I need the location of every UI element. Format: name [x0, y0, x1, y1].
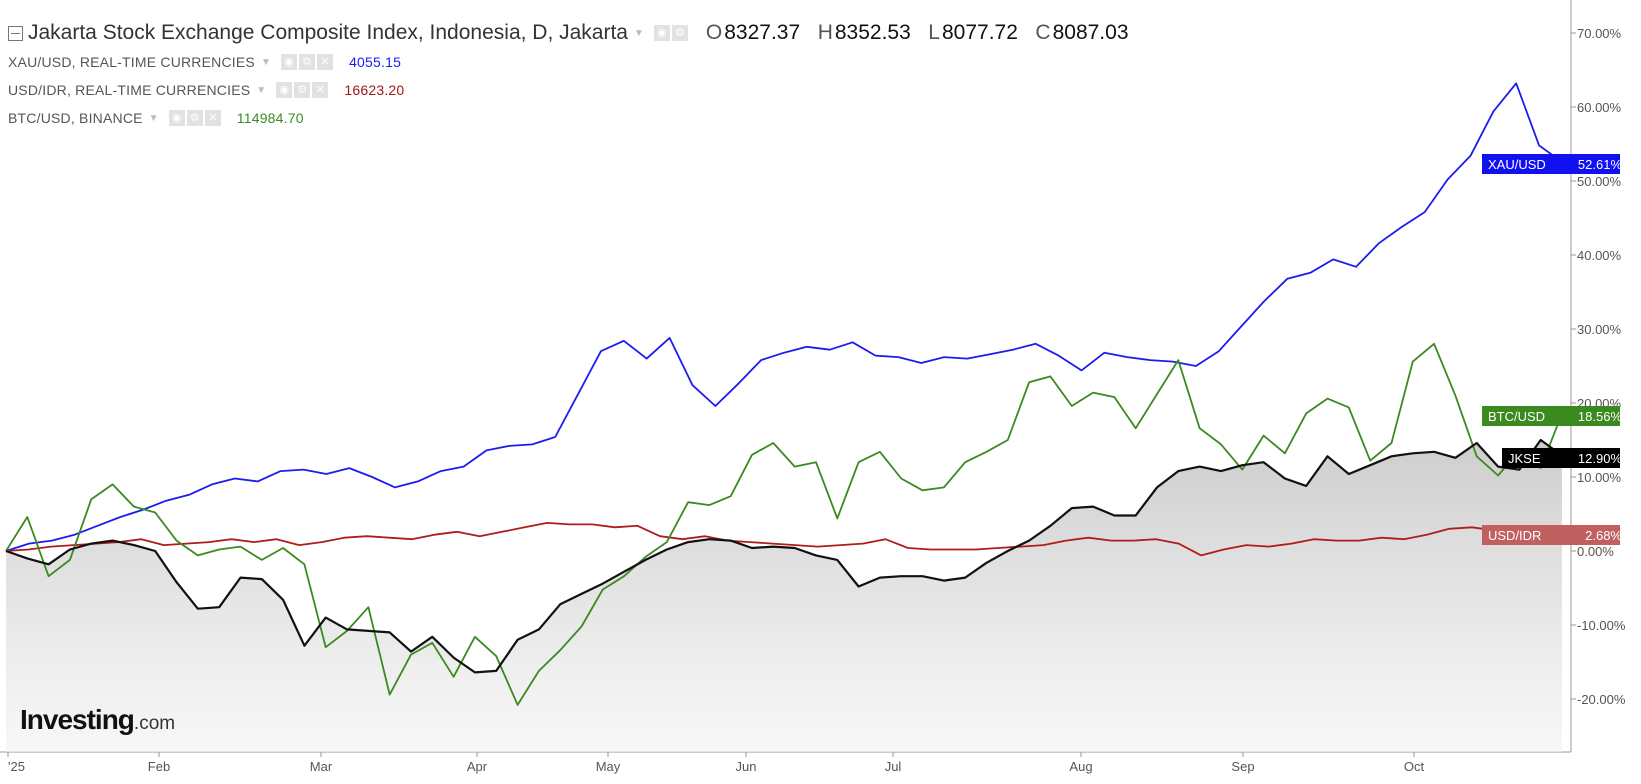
- open-value: 8327.37: [724, 21, 801, 44]
- legend-row-idr: USD/IDR, REAL-TIME CURRENCIES ▼ ◉ ⚙ ✕ 1662…: [8, 76, 1129, 104]
- y-tick-label: 10.00%: [1577, 470, 1622, 485]
- last-value-box: [1482, 525, 1620, 545]
- open-label: O: [705, 21, 723, 44]
- eye-icon[interactable]: ◉: [168, 110, 185, 126]
- dropdown-caret-icon[interactable]: ▼: [256, 84, 267, 96]
- close-icon[interactable]: ✕: [312, 82, 329, 98]
- last-value-pct: 2.68%: [1585, 528, 1622, 543]
- settings-icon[interactable]: ⚙: [186, 110, 203, 126]
- legend-name-xau: XAU/USD, REAL-TIME CURRENCIES: [8, 54, 255, 70]
- series-line-usd-idr: [5, 522, 1563, 557]
- legend-main-row: Jakarta Stock Exchange Composite Index, …: [8, 18, 1129, 48]
- legend-value-btc: 114984.70: [236, 110, 304, 126]
- last-value-name: USD/IDR: [1488, 528, 1541, 543]
- x-tick-label: May: [596, 759, 621, 774]
- settings-icon[interactable]: ⚙: [671, 25, 688, 41]
- x-tick-label: Mar: [310, 759, 333, 774]
- legend-row-xau: XAU/USD, REAL-TIME CURRENCIES ▼ ◉ ⚙ ✕ 4055…: [8, 48, 1129, 76]
- dropdown-caret-icon[interactable]: ▼: [148, 112, 159, 124]
- y-tick-label: 70.00%: [1577, 26, 1622, 41]
- last-value-pct: 18.56%: [1578, 409, 1623, 424]
- settings-icon[interactable]: ⚙: [294, 82, 311, 98]
- dropdown-caret-icon[interactable]: ▼: [634, 27, 644, 39]
- main-series-title: Jakarta Stock Exchange Composite Index, …: [28, 21, 628, 44]
- close-icon[interactable]: ✕: [204, 110, 221, 126]
- x-tick-label: Jul: [885, 759, 902, 774]
- legend-name-btc: BTC/USD, BINANCE: [8, 110, 143, 126]
- last-value-box: [1482, 154, 1620, 174]
- y-tick-label: 50.00%: [1577, 174, 1622, 189]
- series-line-jkse: [5, 438, 1563, 674]
- y-tick-label: 30.00%: [1577, 322, 1622, 337]
- collapse-icon[interactable]: [8, 25, 23, 41]
- last-value-label-usd-idr: USD/IDR 2.68%: [1482, 525, 1622, 545]
- high-value: 8352.53: [834, 21, 911, 44]
- last-value-pct: 12.90%: [1578, 451, 1623, 466]
- dropdown-caret-icon[interactable]: ▼: [260, 56, 272, 68]
- ohlc-values: O8327.37 H8352.53 L8077.72 C8087.03: [706, 21, 1129, 45]
- series-line-xau-usd: [5, 82, 1563, 552]
- logo-main: Investing: [20, 704, 135, 735]
- series-line-btc-usd: [5, 342, 1563, 706]
- low-label: L: [928, 21, 940, 44]
- settings-icon[interactable]: ⚙: [299, 54, 316, 70]
- investing-logo: Investing.com: [20, 704, 175, 736]
- x-tick-label: Oct: [1404, 759, 1425, 774]
- last-value-name: BTC/USD: [1488, 409, 1545, 424]
- y-tick-label: 0.00%: [1577, 544, 1614, 559]
- x-tick-label: '25: [8, 759, 25, 774]
- legend-name-idr: USD/IDR, REAL-TIME CURRENCIES: [8, 82, 251, 98]
- x-tick-label: Sep: [1231, 759, 1254, 774]
- last-value-label-jkse: JKSE 12.90%: [1502, 448, 1622, 468]
- y-tick-label: 60.00%: [1577, 100, 1622, 115]
- close-label: C: [1035, 21, 1051, 44]
- y-tick-label: 40.00%: [1577, 248, 1622, 263]
- legend-row-btc: BTC/USD, BINANCE ▼ ◉ ⚙ ✕ 114984.70: [8, 104, 1129, 132]
- last-value-label-btc-usd: BTC/USD 18.56%: [1482, 406, 1622, 426]
- last-value-name: XAU/USD: [1488, 157, 1546, 172]
- legend-value-idr: 16623.20: [344, 82, 405, 98]
- last-value-box: [1502, 448, 1620, 468]
- close-value: 8087.03: [1052, 21, 1129, 44]
- eye-icon[interactable]: ◉: [276, 82, 293, 98]
- jkse-area: [6, 440, 1562, 752]
- y-tick-label: -10.00%: [1577, 618, 1626, 633]
- x-tick-label: Jun: [736, 759, 757, 774]
- legend-value-xau: 4055.15: [349, 54, 402, 70]
- logo-suffix: .com: [133, 713, 176, 734]
- eye-icon[interactable]: ◉: [281, 54, 298, 70]
- last-value-name: JKSE: [1508, 451, 1541, 466]
- legend: Jakarta Stock Exchange Composite Index, …: [8, 18, 1129, 132]
- y-tick-label: -20.00%: [1577, 692, 1626, 707]
- x-tick-label: Feb: [148, 759, 170, 774]
- eye-icon[interactable]: ◉: [653, 25, 670, 41]
- low-value: 8077.72: [941, 21, 1018, 44]
- x-tick-label: Aug: [1069, 759, 1092, 774]
- x-tick-label: Apr: [467, 759, 488, 774]
- high-label: H: [817, 21, 833, 44]
- last-value-box: [1482, 406, 1620, 426]
- close-icon[interactable]: ✕: [317, 54, 334, 70]
- last-value-label-xau-usd: XAU/USD 52.61%: [1482, 154, 1622, 174]
- last-value-pct: 52.61%: [1578, 157, 1623, 172]
